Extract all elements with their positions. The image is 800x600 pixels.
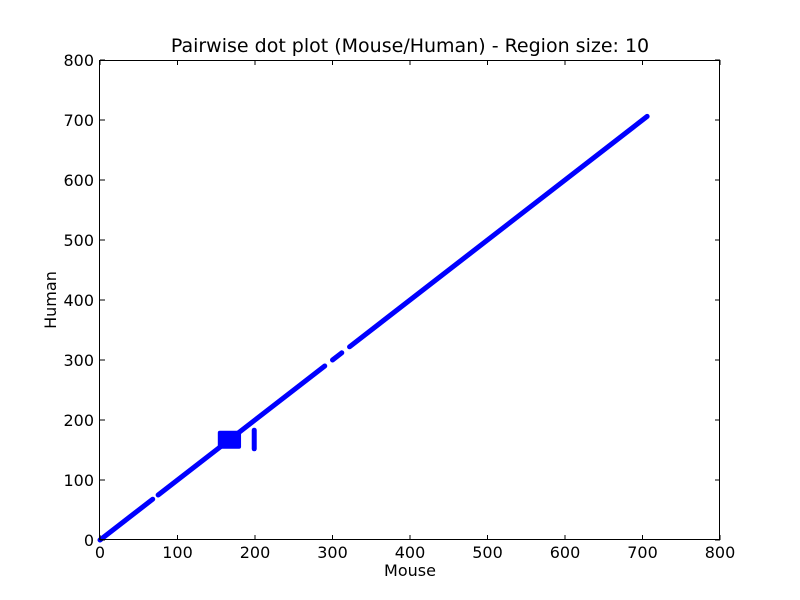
dot-block-0 xyxy=(217,430,242,449)
x-tick-label-1: 100 xyxy=(162,543,193,562)
x-tick-label-4: 400 xyxy=(395,543,426,562)
y-tick-label-2: 200 xyxy=(63,411,94,430)
x-tick-label-6: 600 xyxy=(550,543,581,562)
x-axis-title: Mouse xyxy=(384,561,436,580)
y-tick-label-3: 300 xyxy=(63,351,94,370)
dot-segment-2 xyxy=(330,350,345,363)
x-tick-label-0: 0 xyxy=(95,543,105,562)
chart-title: Pairwise dot plot (Mouse/Human) - Region… xyxy=(171,35,649,57)
plot-frame xyxy=(99,60,720,540)
data-layer xyxy=(97,113,650,543)
y-tick-label-4: 400 xyxy=(63,291,94,310)
x-tick-label-7: 700 xyxy=(627,543,658,562)
dot-segment-3 xyxy=(347,113,650,350)
y-axis-title: Human xyxy=(41,271,60,329)
y-tick-label-8: 800 xyxy=(63,51,94,70)
y-tick-label-0: 0 xyxy=(84,531,94,550)
x-tick-label-5: 500 xyxy=(472,543,503,562)
y-tick-label-1: 100 xyxy=(63,471,94,490)
x-tick-label-8: 800 xyxy=(705,543,736,562)
tick-layer: 0 100 200 300 400 500 600 700 800 0 100 200 300 400 50… xyxy=(63,51,735,562)
dot-segment-0 xyxy=(97,496,156,543)
x-tick-label-3: 300 xyxy=(317,543,348,562)
dot-segment-1 xyxy=(155,363,328,498)
y-tick-label-7: 700 xyxy=(63,111,94,130)
y-tick-label-6: 600 xyxy=(63,171,94,190)
y-tick-label-5: 500 xyxy=(63,231,94,250)
x-tick-label-2: 200 xyxy=(240,543,271,562)
